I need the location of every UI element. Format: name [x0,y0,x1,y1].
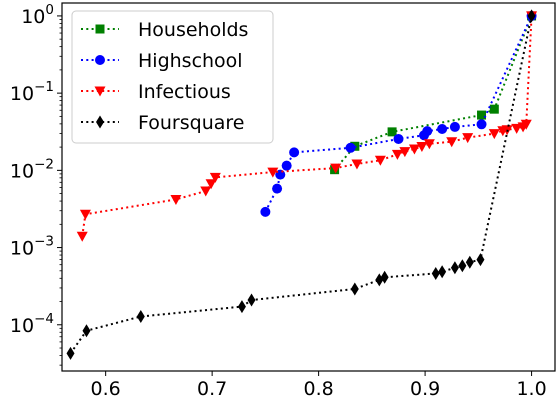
legend-item-highschool: Highschool [81,50,243,72]
data-point-foursquare-14 [527,9,536,23]
data-point-highschool-8 [422,126,433,137]
data-point-foursquare-7 [380,270,389,284]
data-point-highschool-9 [437,124,448,135]
data-point-foursquare-0 [66,346,75,360]
data-point-infectious-10 [391,149,403,160]
data-point-infectious-17 [488,129,500,140]
series-households [330,11,537,175]
data-point-infectious-16 [462,133,474,144]
x-tick-label: 0.8 [304,378,334,400]
plot-frame [61,2,556,372]
x-tick-label: 1.0 [516,378,546,400]
legend-marker [96,115,104,129]
data-point-infectious-2 [170,194,182,205]
data-point-foursquare-10 [450,261,459,275]
data-point-highschool-5 [345,142,356,153]
legend-label: Foursquare [138,112,244,134]
series-line-highschool [264,15,533,213]
y-axis: 10−4 10−3 10−2 10−1 100 [10,2,62,366]
data-point-foursquare-8 [431,266,440,280]
legend-label: Infectious [138,81,231,103]
data-point-highschool-10 [449,121,460,132]
legend-marker [95,24,105,34]
data-point-highschool-4 [289,147,300,158]
data-point-infectious-20 [511,123,523,134]
data-point-infectious-22 [520,119,532,130]
series-line-households [333,15,533,171]
legend-box [71,10,274,144]
legend: Households Highschool Infectious Foursquare [71,10,274,144]
legend-marker [94,86,106,97]
data-point-infectious-8 [351,159,363,170]
legend-label: Households [138,19,248,41]
data-point-infectious-6 [267,167,279,178]
data-point-foursquare-4 [247,293,256,307]
legend-item-infectious: Infectious [81,81,231,103]
series-layer [66,9,538,360]
data-point-foursquare-9 [438,265,447,279]
data-point-highschool-1 [272,183,283,194]
x-axis: 0.6 0.7 0.8 0.9 1.0 [91,371,547,400]
data-point-infectious-3 [200,186,212,197]
data-point-highschool-11 [476,119,487,130]
x-tick-label: 0.9 [410,378,440,400]
legend-item-foursquare: Foursquare [81,112,244,134]
series-foursquare [66,9,536,360]
data-point-highschool-3 [281,160,292,171]
data-point-infectious-5 [209,172,221,183]
y-tick-label: 10−4 [10,311,54,337]
y-tick-label: 10−3 [10,234,54,260]
data-point-infectious-15 [446,137,458,148]
data-point-infectious-9 [374,155,386,166]
series-highschool [260,10,537,217]
data-point-infectious-7 [330,163,342,174]
data-point-foursquare-12 [465,255,474,269]
legend-label: Highschool [138,50,243,72]
data-point-infectious-13 [416,141,428,152]
data-point-infectious-0 [76,231,88,242]
data-point-households-4 [489,104,499,114]
x-tick-label: 0.7 [197,378,227,400]
legend-marker [95,55,105,65]
y-tick-label: 100 [21,2,54,28]
data-point-highschool-6 [393,133,404,144]
data-point-infectious-1 [79,209,91,220]
y-tick-label: 10−2 [10,156,54,182]
data-point-foursquare-11 [458,259,467,273]
data-point-foursquare-5 [350,282,359,296]
data-point-foursquare-1 [82,324,91,338]
data-point-infectious-12 [408,144,420,155]
series-infectious [76,11,538,242]
data-point-foursquare-13 [476,253,485,267]
data-point-infectious-4 [205,179,217,190]
data-point-households-2 [387,127,397,137]
y-tick-label: 10−1 [10,79,54,105]
data-point-foursquare-2 [136,310,145,324]
data-point-households-3 [477,110,487,120]
legend-item-households: Households [81,19,248,41]
data-point-infectious-14 [423,139,435,150]
series-line-foursquare [69,15,533,354]
data-point-highschool-0 [260,206,271,217]
x-tick-label: 0.6 [91,378,121,400]
data-point-foursquare-3 [237,300,246,314]
data-point-infectious-11 [399,147,411,158]
